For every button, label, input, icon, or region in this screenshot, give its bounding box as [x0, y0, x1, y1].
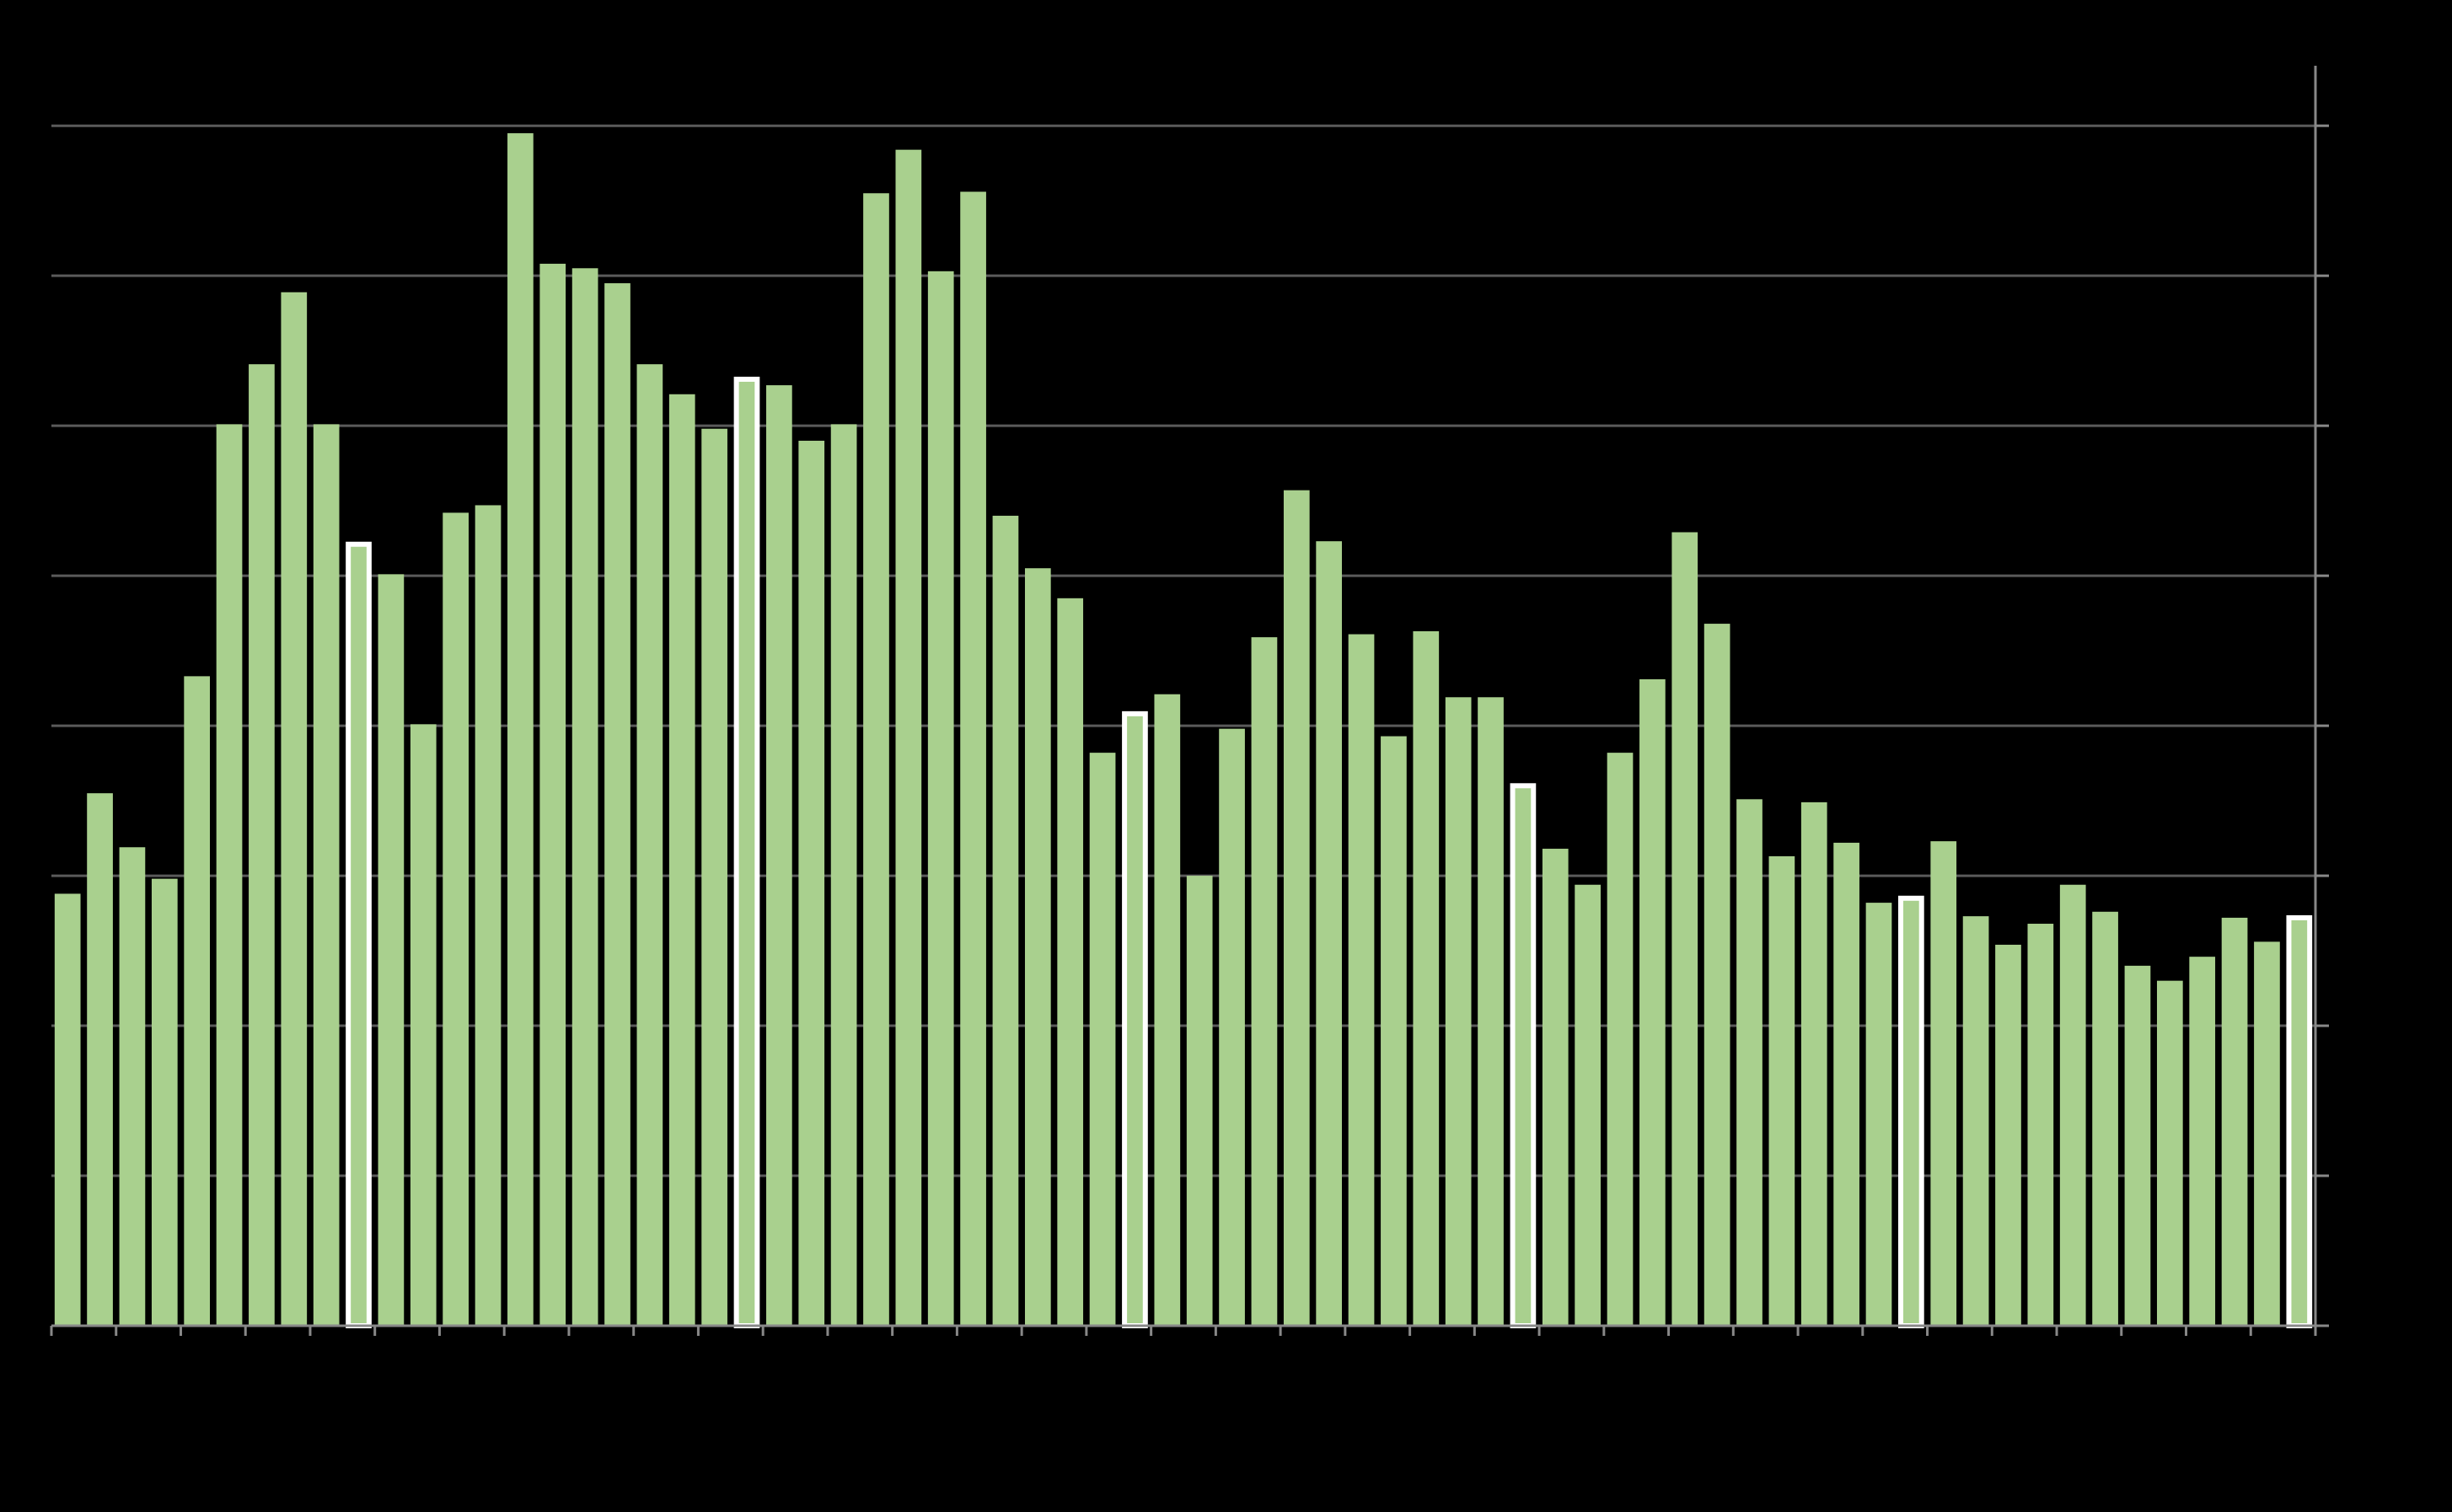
bar — [927, 271, 954, 1326]
bar — [475, 505, 502, 1326]
bar — [1413, 630, 1440, 1326]
bar — [1024, 568, 1051, 1326]
bar — [151, 878, 178, 1326]
bar — [2221, 917, 2248, 1326]
bar — [1186, 876, 1213, 1326]
bar — [1283, 490, 1310, 1326]
bar — [216, 424, 243, 1327]
bar — [1833, 842, 1859, 1326]
bar — [895, 149, 922, 1327]
bar — [1962, 916, 1989, 1326]
bar — [119, 847, 146, 1326]
bar — [766, 385, 792, 1326]
bar — [1542, 849, 1569, 1326]
bar — [1607, 753, 1634, 1326]
bar — [1898, 895, 1924, 1328]
bar — [798, 440, 825, 1327]
bar — [2189, 957, 2216, 1326]
bar — [539, 263, 566, 1326]
bar — [1445, 697, 1472, 1326]
bar — [443, 512, 469, 1326]
bar — [1704, 624, 1730, 1326]
bar — [2092, 911, 2118, 1326]
bar — [313, 424, 340, 1327]
bar — [2059, 884, 2086, 1326]
bar — [1995, 944, 2021, 1326]
bar — [1089, 753, 1116, 1326]
bar — [1251, 637, 1278, 1326]
bar — [1736, 799, 1763, 1326]
bar — [1800, 802, 1827, 1326]
bar — [2156, 980, 2183, 1326]
bar — [2027, 924, 2054, 1326]
bar — [1639, 678, 1666, 1326]
bar — [378, 574, 405, 1326]
bar — [2286, 914, 2313, 1329]
bar — [2254, 941, 2280, 1326]
bar — [863, 193, 889, 1326]
bar — [507, 133, 534, 1327]
bar — [1057, 598, 1084, 1326]
bar — [668, 394, 695, 1327]
bar — [1478, 697, 1504, 1326]
bar — [281, 292, 308, 1327]
bar — [54, 893, 81, 1326]
bar — [249, 364, 275, 1326]
bar — [1575, 884, 1601, 1326]
bar — [1510, 783, 1537, 1328]
bar — [1930, 841, 1957, 1326]
bar — [1348, 634, 1375, 1326]
bar — [830, 424, 857, 1327]
bar — [1316, 541, 1343, 1326]
bar — [701, 428, 727, 1326]
bar — [636, 364, 663, 1326]
bar — [1219, 728, 1245, 1326]
bar — [960, 191, 986, 1326]
bar — [992, 515, 1019, 1326]
bar — [1865, 903, 1892, 1326]
bar — [1122, 710, 1148, 1328]
bar — [410, 724, 437, 1326]
bar — [1154, 694, 1181, 1326]
bar — [346, 541, 372, 1328]
bar — [1768, 855, 1795, 1326]
bar — [1671, 532, 1698, 1326]
bar — [1381, 736, 1407, 1326]
bar — [733, 376, 760, 1329]
bar — [87, 793, 113, 1326]
bar — [571, 268, 598, 1327]
bar — [184, 676, 211, 1326]
bar — [604, 283, 630, 1327]
bar — [2124, 965, 2151, 1326]
